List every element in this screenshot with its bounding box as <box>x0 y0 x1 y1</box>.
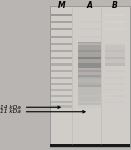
Bar <box>51 77 72 79</box>
Bar <box>78 83 101 85</box>
Text: B: B <box>112 1 118 10</box>
Bar <box>78 75 101 87</box>
Bar <box>78 95 101 97</box>
Bar <box>78 43 101 45</box>
Bar <box>105 101 125 103</box>
Text: 14 kDa: 14 kDa <box>0 105 60 110</box>
Bar <box>51 43 72 45</box>
Bar <box>105 45 125 66</box>
Bar <box>78 57 101 59</box>
Bar <box>51 50 72 52</box>
Text: A: A <box>86 1 92 10</box>
Bar <box>105 28 125 30</box>
Bar <box>105 89 125 91</box>
Bar <box>105 50 125 52</box>
Bar <box>78 42 101 68</box>
Bar <box>105 21 125 23</box>
Bar <box>78 28 101 30</box>
Text: 11 kDa: 11 kDa <box>0 109 85 114</box>
Bar <box>78 63 101 66</box>
Bar <box>78 36 101 38</box>
Bar <box>78 14 101 16</box>
Bar <box>51 101 72 103</box>
Bar <box>51 28 72 30</box>
Bar <box>51 83 72 85</box>
Bar <box>51 89 72 91</box>
Bar <box>51 14 72 16</box>
Bar <box>51 36 72 38</box>
Bar <box>51 70 72 72</box>
Bar <box>105 14 125 16</box>
Bar <box>78 101 101 103</box>
Bar <box>51 21 72 23</box>
Bar <box>105 77 125 79</box>
Bar <box>105 43 125 45</box>
Bar <box>78 50 101 52</box>
Text: M: M <box>58 1 65 10</box>
Bar <box>78 21 101 23</box>
Bar <box>78 77 101 79</box>
Bar <box>105 95 125 97</box>
Bar <box>78 66 101 78</box>
Bar <box>51 105 72 108</box>
Bar <box>105 83 125 85</box>
Bar <box>78 105 101 108</box>
Bar <box>78 89 101 91</box>
Bar <box>51 95 72 97</box>
Bar <box>51 57 72 59</box>
Bar <box>78 70 101 72</box>
Bar <box>50 144 130 147</box>
Bar <box>105 57 125 59</box>
Bar <box>50 6 130 147</box>
Bar <box>105 70 125 72</box>
Bar <box>105 63 125 66</box>
Bar <box>105 36 125 38</box>
Bar <box>105 105 125 108</box>
Bar <box>78 82 101 105</box>
Bar <box>51 63 72 66</box>
